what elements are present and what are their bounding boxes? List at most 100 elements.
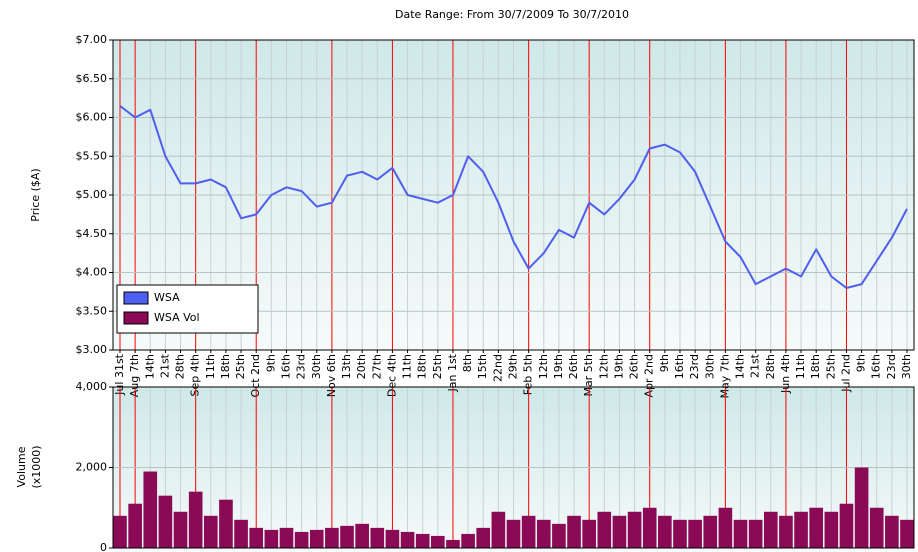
y-tick-label: $4.00 [76, 266, 108, 279]
volume-bar [718, 507, 733, 548]
x-tick-label: 18th [809, 354, 822, 379]
volume-bar [188, 491, 203, 548]
x-tick-label: Nov 6th [325, 354, 338, 397]
y-tick-label: $5.00 [76, 188, 108, 201]
x-tick-label: 22nd [491, 354, 504, 382]
volume-bar [658, 515, 672, 548]
x-tick-label: Sep 4th [189, 354, 202, 397]
x-tick-label: Feb 5th [522, 354, 535, 395]
volume-bar [113, 515, 127, 548]
volume-bar [703, 515, 718, 548]
volume-bar [340, 525, 354, 548]
volume-bar [536, 519, 551, 548]
x-tick-label: 19th [612, 354, 625, 379]
x-tick-label: 15th [476, 354, 489, 379]
price-line [119, 105, 908, 289]
x-tick-label: 11th [401, 354, 414, 379]
volume-bar [627, 511, 642, 548]
volume-bar [446, 539, 460, 548]
volume-bar [900, 519, 914, 548]
volume-bar [219, 499, 233, 548]
volume-axis-label: Volume [15, 446, 28, 487]
volume-bar [385, 529, 400, 548]
x-tick-label: Jul 31st [113, 353, 126, 395]
x-tick-label: 8th [461, 354, 474, 372]
volume-bar [264, 529, 279, 548]
y-tick-label: 4,000 [76, 380, 108, 393]
x-tick-label: 26th [567, 354, 580, 379]
x-tick-label: 25th [431, 354, 444, 379]
x-tick-label: 16th [673, 354, 686, 379]
volume-bar [249, 527, 264, 548]
volume-bar [809, 507, 824, 548]
x-tick-label: 12th [537, 354, 550, 379]
volume-bar [839, 503, 854, 548]
y-tick-label: 0 [100, 541, 107, 552]
volume-bar [642, 507, 657, 548]
x-tick-label: 23rd [295, 354, 308, 379]
x-tick-label: 9th [855, 354, 868, 372]
volume-bar [794, 511, 808, 548]
volume-bar [491, 511, 506, 548]
volume-bar [325, 527, 339, 548]
legend-label: WSA Vol [154, 311, 200, 324]
volume-bar [431, 535, 445, 548]
x-tick-label: 11th [204, 354, 217, 379]
x-tick-label: 25th [234, 354, 247, 379]
x-tick-label: 16th [870, 354, 883, 379]
volume-bar [567, 515, 581, 548]
x-tick-label: 9th [658, 354, 671, 372]
volume-bar [370, 527, 385, 548]
y-tick-label: $5.50 [76, 149, 108, 162]
volume-bar [597, 511, 612, 548]
x-tick-label: 12th [597, 354, 610, 379]
y-tick-label: $3.50 [76, 304, 108, 317]
x-tick-label: 29th [507, 354, 520, 379]
volume-bar [733, 519, 748, 548]
legend: WSA WSA Vol [116, 284, 259, 334]
y-tick-label: $6.50 [76, 72, 108, 85]
volume-bar [748, 519, 763, 548]
y-axis-label: Price ($A) [29, 168, 42, 221]
x-tick-label: 20th [355, 354, 368, 379]
volume-bar [552, 523, 566, 548]
volume-bar [415, 533, 430, 548]
x-tick-label: 23rd [885, 354, 898, 379]
volume-bar [673, 519, 687, 548]
volume-bar [400, 531, 415, 548]
volume-bar [203, 515, 218, 548]
x-tick-label: 18th [416, 354, 429, 379]
volume-bar [506, 519, 521, 548]
x-tick-label: Oct 2nd [249, 354, 262, 397]
volume-bar [688, 519, 702, 548]
y-tick-label: $7.00 [76, 33, 108, 46]
x-tick-label: 14th [734, 354, 747, 379]
x-tick-label: Dec 4th [385, 354, 398, 397]
volume-bar [854, 467, 869, 548]
x-tick-label: 25th [824, 354, 837, 379]
x-tick-label: 21st [158, 353, 171, 378]
volume-bar [294, 531, 309, 548]
x-tick-label: Apr 2nd [643, 354, 656, 397]
x-tick-label: 11th [794, 354, 807, 379]
volume-bar [885, 515, 899, 548]
x-tick-label: 27th [370, 354, 383, 379]
x-tick-label: 21st [749, 353, 762, 378]
volume-bar [582, 519, 596, 548]
volume-bar [779, 515, 793, 548]
volume-bar [143, 471, 158, 548]
volume-bar [612, 515, 627, 548]
x-tick-label: Jul 2nd [840, 354, 853, 393]
x-tick-label: Mar 5th [582, 354, 595, 397]
x-tick-label: 30th [900, 354, 913, 379]
volume-bar [234, 519, 248, 548]
volume-bar [461, 533, 475, 548]
volume-bar [355, 523, 369, 548]
volume-bar [476, 527, 491, 548]
volume-bar [279, 527, 294, 548]
x-tick-label: 28th [174, 354, 187, 379]
legend-swatch [123, 311, 149, 325]
x-tick-label: 26th [628, 354, 641, 379]
plot-border [112, 39, 915, 351]
